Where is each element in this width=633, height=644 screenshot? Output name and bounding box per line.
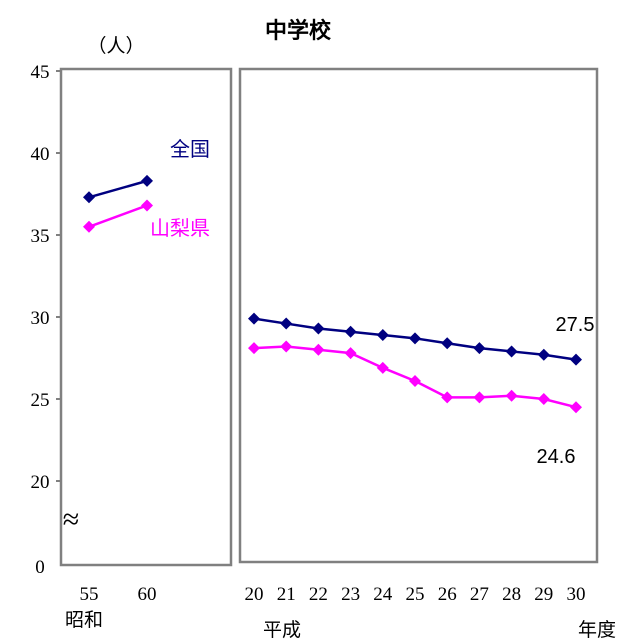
data-point <box>570 353 582 366</box>
year-suffix-label: 年度 <box>578 619 616 641</box>
era-label-showa: 昭和 <box>65 609 103 631</box>
series-layer <box>83 174 582 414</box>
data-point <box>441 337 454 350</box>
x-tick-label: 55 <box>80 584 99 605</box>
x-tick-label: 20 <box>245 584 264 605</box>
y-tick-label: 20 <box>31 472 50 493</box>
y-unit-label: （人） <box>87 35 144 57</box>
data-point <box>473 342 486 355</box>
data-point <box>505 345 518 358</box>
data-point <box>83 220 95 233</box>
x-tick-label: 21 <box>277 584 296 605</box>
legend-label-yamanashi: 山梨県 <box>150 217 210 240</box>
data-point <box>376 361 389 374</box>
legend-label-national: 全国 <box>170 138 210 161</box>
x-tick-label: 28 <box>502 584 521 605</box>
panel-heisei-frame <box>238 67 599 564</box>
data-point <box>344 325 357 338</box>
x-tick-label: 60 <box>138 584 157 605</box>
y-tick-label: 45 <box>31 62 50 83</box>
axis-break-symbol: ≈ <box>63 503 79 536</box>
data-point <box>473 391 486 404</box>
data-point <box>248 312 260 325</box>
x-tick-label: 30 <box>567 584 586 605</box>
panel-showa-frame <box>59 67 233 567</box>
series-line-yamanashi <box>88 204 148 228</box>
data-point <box>537 393 550 405</box>
data-point <box>141 199 153 212</box>
x-tick-label: 24 <box>373 584 393 605</box>
data-point <box>280 317 293 330</box>
data-point <box>409 332 421 345</box>
data-point <box>441 391 454 404</box>
x-tick-label: 25 <box>406 584 425 605</box>
y-tick-label: 30 <box>31 308 50 329</box>
data-point <box>83 191 95 204</box>
era-label-heisei: 平成 <box>263 619 301 641</box>
data-point <box>312 322 325 335</box>
chart-title: 中学校 <box>265 18 332 43</box>
y-tick-label: 40 <box>31 144 50 165</box>
x-tick-label: 22 <box>309 584 328 605</box>
data-point <box>409 374 421 387</box>
x-tick-label: 29 <box>534 584 553 605</box>
y-tick-label: 0 <box>35 557 45 578</box>
data-point <box>376 329 389 342</box>
data-point <box>570 401 582 414</box>
data-point <box>537 348 550 361</box>
data-point <box>312 343 325 356</box>
x-tick-label: 27 <box>470 584 489 605</box>
annotation-yamanashi-last: 24.6 <box>537 446 576 468</box>
x-tick-label: 26 <box>438 584 457 605</box>
y-axis-ticks: 0 20 25 30 35 40 45 <box>31 62 61 578</box>
data-point <box>141 174 153 187</box>
annotation-national-last: 27.5 <box>556 314 595 336</box>
data-point <box>248 342 260 355</box>
y-tick-label: 25 <box>31 390 50 411</box>
data-point <box>280 340 293 353</box>
x-axis-labels: 55 60 20 21 22 23 24 25 26 27 28 29 30 <box>80 584 586 605</box>
data-point <box>505 389 518 402</box>
data-point <box>344 347 357 360</box>
y-tick-label: 35 <box>31 226 50 247</box>
x-tick-label: 23 <box>341 584 360 605</box>
series-line-national <box>88 179 148 199</box>
